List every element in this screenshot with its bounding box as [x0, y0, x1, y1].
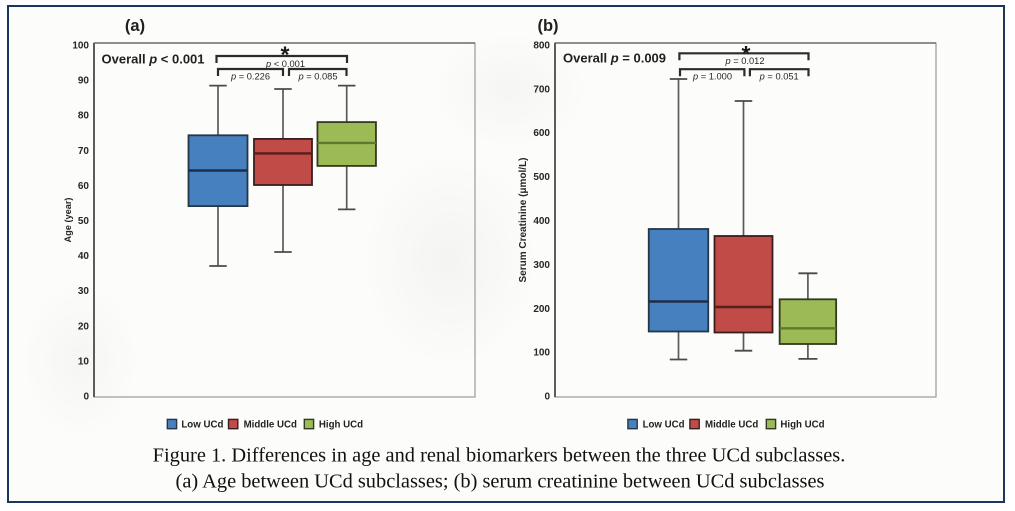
- svg-text:(a): (a): [125, 17, 145, 35]
- svg-text:600: 600: [533, 128, 550, 139]
- svg-text:Low UCd: Low UCd: [181, 420, 223, 431]
- svg-text:p = 0.012: p = 0.012: [724, 56, 764, 66]
- svg-text:0: 0: [83, 392, 89, 403]
- svg-text:p = 0.226: p = 0.226: [230, 72, 270, 82]
- svg-text:High UCd: High UCd: [780, 420, 824, 431]
- svg-text:Overall p < 0.001: Overall p < 0.001: [102, 52, 205, 67]
- svg-text:Middle UCd: Middle UCd: [244, 420, 297, 431]
- svg-text:700: 700: [533, 84, 550, 95]
- svg-text:p < 0.001: p < 0.001: [265, 59, 305, 69]
- svg-text:Middle UCd: Middle UCd: [705, 420, 758, 431]
- svg-text:60: 60: [78, 181, 90, 192]
- svg-text:100: 100: [533, 348, 550, 359]
- svg-text:Low UCd: Low UCd: [643, 420, 685, 431]
- svg-text:(b): (b): [537, 17, 558, 35]
- svg-text:(a) Age between UCd subclasses: (a) Age between UCd subclasses; (b) seru…: [176, 471, 825, 493]
- svg-text:Age (year): Age (year): [63, 198, 73, 243]
- svg-text:300: 300: [533, 260, 550, 271]
- svg-text:10: 10: [78, 356, 90, 367]
- svg-text:p = 0.085: p = 0.085: [297, 72, 337, 82]
- svg-text:50: 50: [78, 216, 90, 227]
- svg-text:500: 500: [533, 172, 550, 183]
- svg-text:High UCd: High UCd: [319, 420, 363, 431]
- svg-text:100: 100: [72, 41, 89, 52]
- svg-text:0: 0: [544, 392, 550, 403]
- svg-text:p = 1.000: p = 1.000: [692, 72, 732, 82]
- svg-text:Serum Creatinine (μmol/L): Serum Creatinine (μmol/L): [518, 157, 529, 282]
- svg-text:Overall p = 0.009: Overall p = 0.009: [563, 51, 666, 66]
- svg-text:80: 80: [78, 111, 90, 122]
- svg-text:800: 800: [533, 41, 550, 52]
- svg-text:90: 90: [78, 76, 90, 87]
- svg-text:20: 20: [78, 321, 90, 332]
- svg-text:400: 400: [533, 216, 550, 227]
- svg-text:*: *: [281, 42, 290, 68]
- svg-text:40: 40: [78, 251, 90, 262]
- svg-text:Figure 1. Differences in age a: Figure 1. Differences in age and renal b…: [153, 445, 846, 467]
- svg-text:200: 200: [533, 304, 550, 315]
- svg-text:p = 0.051: p = 0.051: [759, 72, 799, 82]
- svg-text:70: 70: [78, 146, 90, 157]
- svg-text:30: 30: [78, 286, 90, 297]
